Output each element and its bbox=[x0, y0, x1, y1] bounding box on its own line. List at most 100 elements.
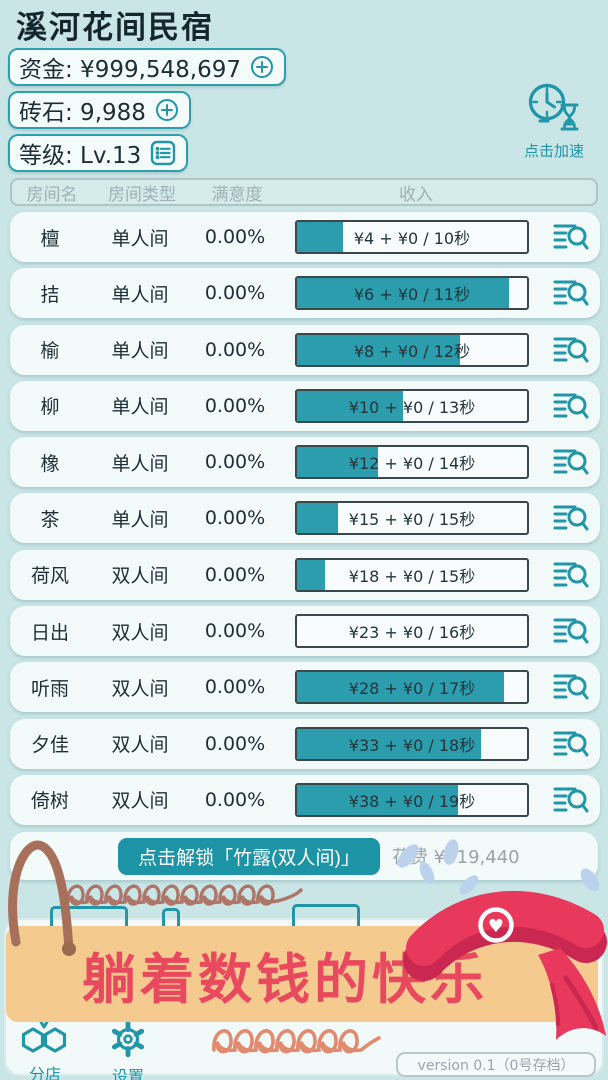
room-row: 拮 单人间 0.00% ¥6 + ¥0 / 11秒 bbox=[10, 268, 600, 319]
room-type: 单人间 bbox=[111, 340, 169, 363]
column-income: 收入 bbox=[399, 184, 433, 205]
room-type: 双人间 bbox=[111, 734, 169, 757]
room-detail-button[interactable] bbox=[550, 668, 592, 706]
nav-branches-label: 分店 bbox=[28, 1065, 61, 1080]
add-gems-button[interactable] bbox=[155, 98, 179, 122]
funds-value: 资金: ¥999,548,697 bbox=[19, 57, 242, 83]
income-progress-fill bbox=[297, 278, 509, 309]
add-funds-button[interactable] bbox=[250, 55, 274, 79]
room-detail-button[interactable] bbox=[550, 443, 592, 481]
room-type: 双人间 bbox=[111, 565, 169, 588]
income-progress-fill bbox=[297, 784, 458, 815]
income-progress-bar: ¥8 + ¥0 / 12秒 bbox=[295, 332, 529, 367]
plus-icon bbox=[251, 56, 274, 78]
room-detail-button[interactable] bbox=[550, 556, 592, 594]
level-value: 等级: Lv.13 bbox=[19, 143, 142, 169]
room-row: 日出 双人间 0.00% ¥23 + ¥0 / 16秒 bbox=[10, 606, 600, 657]
income-progress-bar: ¥4 + ¥0 / 10秒 bbox=[295, 220, 529, 254]
list-search-icon bbox=[553, 393, 589, 419]
funds-pill[interactable]: 资金: ¥999,548,697 bbox=[8, 48, 287, 86]
room-row: 夕佳 双人间 0.00% ¥33 + ¥0 / 18秒 bbox=[10, 718, 600, 769]
income-progress-bar: ¥23 + ¥0 / 16秒 bbox=[295, 614, 529, 649]
income-progress-fill bbox=[297, 559, 325, 590]
room-detail-button[interactable] bbox=[550, 274, 592, 312]
room-name: 橡 bbox=[40, 452, 60, 475]
income-progress-bar: ¥28 + ¥0 / 17秒 bbox=[295, 670, 529, 705]
income-progress-bar: ¥10 + ¥0 / 13秒 bbox=[295, 388, 529, 423]
nav-branches[interactable]: 分店 bbox=[14, 1018, 76, 1080]
income-progress-fill bbox=[297, 222, 343, 252]
room-detail-button[interactable] bbox=[550, 612, 592, 650]
room-row: 橡 单人间 0.00% ¥12 + ¥0 / 14秒 bbox=[10, 437, 600, 488]
room-row: 檀 单人间 0.00% ¥4 + ¥0 / 10秒 bbox=[10, 212, 600, 262]
column-room-name: 房间名 bbox=[26, 184, 78, 205]
hexagons-icon bbox=[21, 1020, 67, 1053]
list-search-icon bbox=[553, 562, 589, 588]
accelerate-button[interactable]: 点击加速 bbox=[512, 80, 596, 161]
room-name: 榆 bbox=[40, 340, 60, 363]
room-row: 柳 单人间 0.00% ¥10 + ¥0 / 13秒 bbox=[10, 380, 600, 431]
squiggle-doodle-brown bbox=[66, 884, 303, 906]
room-row: 茶 单人间 0.00% ¥15 + ¥0 / 15秒 bbox=[10, 493, 600, 544]
income-progress-fill bbox=[297, 503, 339, 534]
room-list: 檀 单人间 0.00% ¥4 + ¥0 / 10秒 拮 单人间 0.00% bbox=[10, 212, 600, 831]
room-detail-button[interactable] bbox=[550, 781, 592, 819]
income-progress-fill bbox=[297, 447, 378, 478]
income-progress-fill bbox=[297, 672, 504, 703]
room-detail-button[interactable] bbox=[550, 331, 592, 369]
income-progress-bar: ¥12 + ¥0 / 14秒 bbox=[295, 445, 529, 480]
income-progress-fill bbox=[297, 728, 481, 759]
unlock-room-button[interactable]: 点击解锁「竹露(双人间)」 bbox=[118, 838, 380, 875]
unlock-cost: 花费 ¥319,440 bbox=[392, 847, 520, 868]
accelerate-label: 点击加速 bbox=[523, 142, 584, 160]
room-detail-button[interactable] bbox=[550, 499, 592, 537]
room-type: 单人间 bbox=[111, 452, 169, 475]
income-progress-bar: ¥38 + ¥0 / 19秒 bbox=[295, 782, 529, 817]
list-search-icon bbox=[553, 280, 589, 306]
room-name: 荷风 bbox=[30, 565, 69, 588]
list-search-icon bbox=[553, 449, 589, 475]
room-satisfaction: 0.00% bbox=[204, 394, 266, 417]
level-pill[interactable]: 等级: Lv.13 bbox=[8, 134, 189, 172]
room-name: 柳 bbox=[40, 396, 60, 419]
clock-hourglass-icon bbox=[528, 83, 579, 131]
list-icon bbox=[151, 140, 176, 166]
room-name: 夕佳 bbox=[30, 734, 69, 757]
list-search-icon bbox=[553, 731, 589, 757]
room-name: 倚树 bbox=[30, 790, 69, 813]
income-text: ¥15 + ¥0 / 15秒 bbox=[348, 510, 476, 530]
income-progress-fill bbox=[297, 390, 403, 421]
income-text: ¥38 + ¥0 / 19秒 bbox=[348, 791, 476, 811]
room-detail-button[interactable] bbox=[550, 725, 592, 763]
room-name: 拮 bbox=[40, 283, 60, 306]
version-badge: version 0.1（0号存档） bbox=[396, 1052, 596, 1077]
gems-value: 砖石: 9,988 bbox=[19, 100, 146, 126]
room-name: 茶 bbox=[40, 508, 60, 531]
nav-settings-label: 设置 bbox=[111, 1067, 144, 1080]
list-search-icon bbox=[553, 618, 589, 644]
column-room-type: 房间类型 bbox=[108, 184, 176, 205]
list-search-icon bbox=[553, 674, 589, 700]
room-table-header: 房间名 房间类型 满意度 收入 bbox=[10, 178, 598, 206]
unlock-card: 点击解锁「竹露(双人间)」 花费 ¥319,440 bbox=[10, 832, 598, 880]
room-detail-button[interactable] bbox=[550, 218, 592, 256]
plus-icon bbox=[155, 99, 178, 121]
slogan-text: 躺着数钱的快乐 bbox=[82, 947, 488, 1011]
room-satisfaction: 0.00% bbox=[204, 338, 266, 361]
list-search-icon bbox=[553, 337, 589, 363]
level-list-button[interactable] bbox=[150, 140, 176, 166]
income-text: ¥28 + ¥0 / 17秒 bbox=[348, 679, 476, 699]
room-name: 檀 bbox=[40, 227, 60, 250]
slogan-banner: 躺着数钱的快乐 bbox=[6, 926, 598, 1022]
room-type: 单人间 bbox=[111, 227, 169, 250]
room-type: 双人间 bbox=[111, 677, 169, 700]
nav-settings[interactable]: 设置 bbox=[102, 1016, 154, 1080]
room-satisfaction: 0.00% bbox=[204, 563, 266, 586]
room-detail-button[interactable] bbox=[550, 387, 592, 425]
room-type: 双人间 bbox=[111, 621, 169, 644]
income-text: ¥6 + ¥0 / 11秒 bbox=[353, 285, 471, 305]
gems-pill[interactable]: 砖石: 9,988 bbox=[8, 91, 191, 129]
room-name: 日出 bbox=[30, 621, 69, 644]
income-text: ¥12 + ¥0 / 14秒 bbox=[348, 454, 476, 474]
